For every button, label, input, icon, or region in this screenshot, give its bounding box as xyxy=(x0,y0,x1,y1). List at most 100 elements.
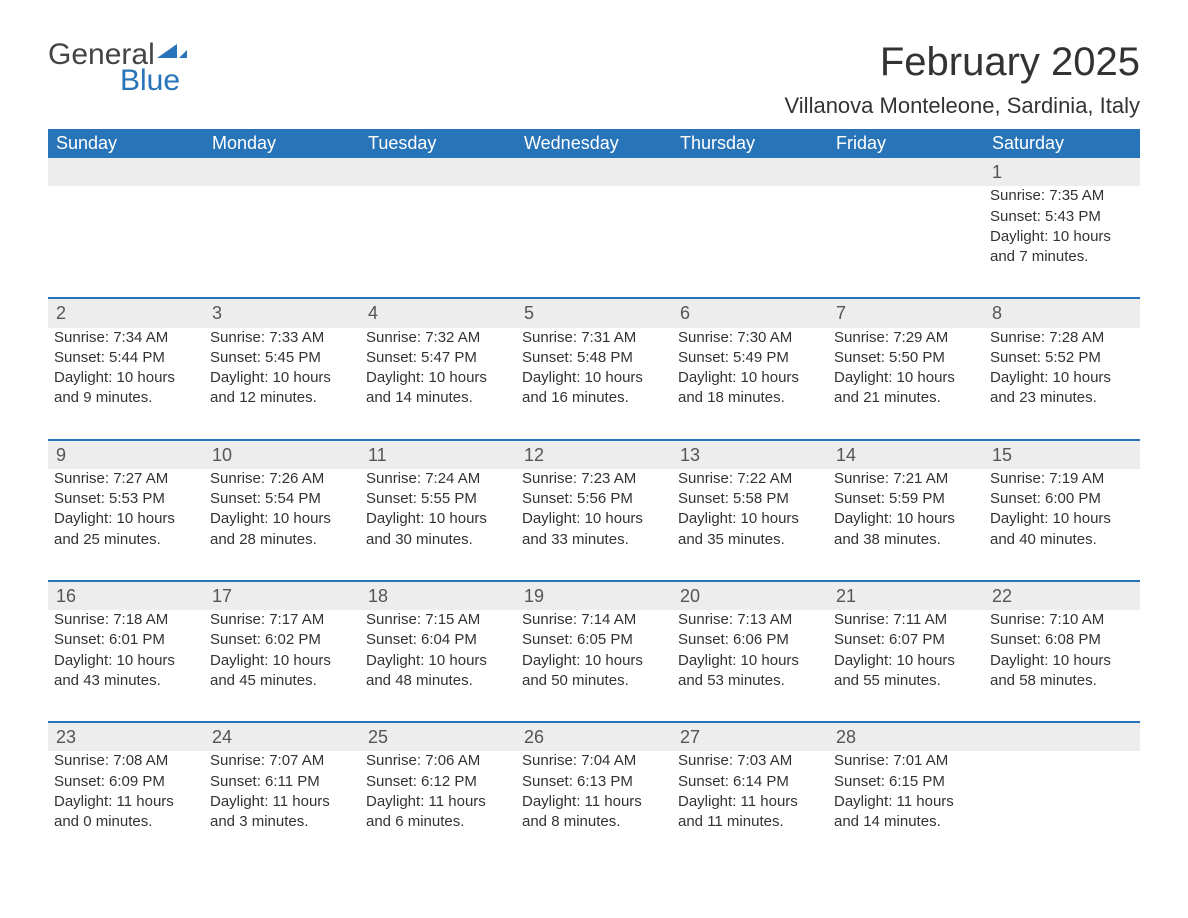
day-number: 5 xyxy=(524,303,534,323)
sunset-text: Sunset: 6:07 PM xyxy=(834,630,978,650)
day-details-cell: Sunrise: 7:32 AMSunset: 5:47 PMDaylight:… xyxy=(360,328,516,440)
sunrise-text: Sunrise: 7:35 AM xyxy=(990,186,1134,206)
sunrise-text: Sunrise: 7:33 AM xyxy=(210,328,354,348)
day-number-cell: 11 xyxy=(360,440,516,469)
day-details: Sunrise: 7:11 AMSunset: 6:07 PMDaylight:… xyxy=(834,610,978,691)
sunset-text: Sunset: 6:12 PM xyxy=(366,772,510,792)
day-number-cell xyxy=(360,158,516,186)
day-number-cell: 18 xyxy=(360,581,516,610)
day-details-cell: Sunrise: 7:33 AMSunset: 5:45 PMDaylight:… xyxy=(204,328,360,440)
daylight-text: Daylight: 10 hours and 48 minutes. xyxy=(366,651,510,692)
sunset-text: Sunset: 5:45 PM xyxy=(210,348,354,368)
sunrise-text: Sunrise: 7:32 AM xyxy=(366,328,510,348)
sunrise-text: Sunrise: 7:03 AM xyxy=(678,751,822,771)
daylight-text: Daylight: 10 hours and 21 minutes. xyxy=(834,368,978,409)
day-number-row: 232425262728 xyxy=(48,722,1140,751)
day-details: Sunrise: 7:24 AMSunset: 5:55 PMDaylight:… xyxy=(366,469,510,550)
day-details-cell: Sunrise: 7:03 AMSunset: 6:14 PMDaylight:… xyxy=(672,751,828,862)
location-subtitle: Villanova Monteleone, Sardinia, Italy xyxy=(785,93,1140,119)
day-number-cell: 24 xyxy=(204,722,360,751)
daylight-text: Daylight: 11 hours and 11 minutes. xyxy=(678,792,822,833)
sunset-text: Sunset: 6:08 PM xyxy=(990,630,1134,650)
day-number-cell: 16 xyxy=(48,581,204,610)
day-number: 27 xyxy=(680,727,700,747)
day-number-cell: 17 xyxy=(204,581,360,610)
weekday-header: Saturday xyxy=(984,129,1140,158)
weekday-header: Friday xyxy=(828,129,984,158)
day-details: Sunrise: 7:23 AMSunset: 5:56 PMDaylight:… xyxy=(522,469,666,550)
day-number: 10 xyxy=(212,445,232,465)
day-details: Sunrise: 7:27 AMSunset: 5:53 PMDaylight:… xyxy=(54,469,198,550)
day-details-cell xyxy=(48,186,204,298)
daylight-text: Daylight: 10 hours and 40 minutes. xyxy=(990,509,1134,550)
daylight-text: Daylight: 11 hours and 6 minutes. xyxy=(366,792,510,833)
day-number: 24 xyxy=(212,727,232,747)
day-number-cell xyxy=(672,158,828,186)
calendar-table: Sunday Monday Tuesday Wednesday Thursday… xyxy=(48,129,1140,862)
day-details-row: Sunrise: 7:34 AMSunset: 5:44 PMDaylight:… xyxy=(48,328,1140,440)
day-number-cell: 26 xyxy=(516,722,672,751)
weekday-header-row: Sunday Monday Tuesday Wednesday Thursday… xyxy=(48,129,1140,158)
daylight-text: Daylight: 10 hours and 9 minutes. xyxy=(54,368,198,409)
day-number-cell: 7 xyxy=(828,298,984,327)
daylight-text: Daylight: 10 hours and 38 minutes. xyxy=(834,509,978,550)
daylight-text: Daylight: 11 hours and 0 minutes. xyxy=(54,792,198,833)
day-number: 7 xyxy=(836,303,846,323)
day-details: Sunrise: 7:22 AMSunset: 5:58 PMDaylight:… xyxy=(678,469,822,550)
daylight-text: Daylight: 10 hours and 58 minutes. xyxy=(990,651,1134,692)
logo: General Blue xyxy=(48,40,187,96)
sunrise-text: Sunrise: 7:04 AM xyxy=(522,751,666,771)
sunrise-text: Sunrise: 7:07 AM xyxy=(210,751,354,771)
day-details: Sunrise: 7:17 AMSunset: 6:02 PMDaylight:… xyxy=(210,610,354,691)
daylight-text: Daylight: 10 hours and 53 minutes. xyxy=(678,651,822,692)
day-number-cell xyxy=(984,722,1140,751)
sunrise-text: Sunrise: 7:34 AM xyxy=(54,328,198,348)
sunset-text: Sunset: 5:50 PM xyxy=(834,348,978,368)
day-number-cell: 4 xyxy=(360,298,516,327)
sunrise-text: Sunrise: 7:13 AM xyxy=(678,610,822,630)
weekday-header: Tuesday xyxy=(360,129,516,158)
day-details: Sunrise: 7:33 AMSunset: 5:45 PMDaylight:… xyxy=(210,328,354,409)
day-details: Sunrise: 7:03 AMSunset: 6:14 PMDaylight:… xyxy=(678,751,822,832)
day-details-cell: Sunrise: 7:15 AMSunset: 6:04 PMDaylight:… xyxy=(360,610,516,722)
day-number-cell xyxy=(48,158,204,186)
day-details-cell xyxy=(672,186,828,298)
day-number: 15 xyxy=(992,445,1012,465)
day-details-cell xyxy=(828,186,984,298)
daylight-text: Daylight: 10 hours and 23 minutes. xyxy=(990,368,1134,409)
sunrise-text: Sunrise: 7:28 AM xyxy=(990,328,1134,348)
day-number: 17 xyxy=(212,586,232,606)
day-details-cell xyxy=(204,186,360,298)
day-details-cell: Sunrise: 7:04 AMSunset: 6:13 PMDaylight:… xyxy=(516,751,672,862)
day-number: 3 xyxy=(212,303,222,323)
sunrise-text: Sunrise: 7:29 AM xyxy=(834,328,978,348)
day-number-row: 9101112131415 xyxy=(48,440,1140,469)
day-details: Sunrise: 7:04 AMSunset: 6:13 PMDaylight:… xyxy=(522,751,666,832)
day-details-row: Sunrise: 7:08 AMSunset: 6:09 PMDaylight:… xyxy=(48,751,1140,862)
day-details: Sunrise: 7:31 AMSunset: 5:48 PMDaylight:… xyxy=(522,328,666,409)
day-details-cell: Sunrise: 7:10 AMSunset: 6:08 PMDaylight:… xyxy=(984,610,1140,722)
sunset-text: Sunset: 6:00 PM xyxy=(990,489,1134,509)
sunset-text: Sunset: 6:06 PM xyxy=(678,630,822,650)
day-details: Sunrise: 7:35 AMSunset: 5:43 PMDaylight:… xyxy=(990,186,1134,267)
day-details-cell xyxy=(360,186,516,298)
day-details-cell: Sunrise: 7:08 AMSunset: 6:09 PMDaylight:… xyxy=(48,751,204,862)
sunrise-text: Sunrise: 7:31 AM xyxy=(522,328,666,348)
day-number-cell: 22 xyxy=(984,581,1140,610)
sunset-text: Sunset: 5:49 PM xyxy=(678,348,822,368)
day-number-cell: 15 xyxy=(984,440,1140,469)
day-details: Sunrise: 7:15 AMSunset: 6:04 PMDaylight:… xyxy=(366,610,510,691)
daylight-text: Daylight: 10 hours and 28 minutes. xyxy=(210,509,354,550)
sunset-text: Sunset: 5:47 PM xyxy=(366,348,510,368)
day-details: Sunrise: 7:28 AMSunset: 5:52 PMDaylight:… xyxy=(990,328,1134,409)
day-number: 6 xyxy=(680,303,690,323)
day-number-cell: 10 xyxy=(204,440,360,469)
day-number: 1 xyxy=(992,162,1002,182)
day-number: 28 xyxy=(836,727,856,747)
sunset-text: Sunset: 6:14 PM xyxy=(678,772,822,792)
day-number: 11 xyxy=(368,445,387,465)
daylight-text: Daylight: 10 hours and 16 minutes. xyxy=(522,368,666,409)
day-details-cell: Sunrise: 7:07 AMSunset: 6:11 PMDaylight:… xyxy=(204,751,360,862)
daylight-text: Daylight: 10 hours and 43 minutes. xyxy=(54,651,198,692)
day-details: Sunrise: 7:08 AMSunset: 6:09 PMDaylight:… xyxy=(54,751,198,832)
